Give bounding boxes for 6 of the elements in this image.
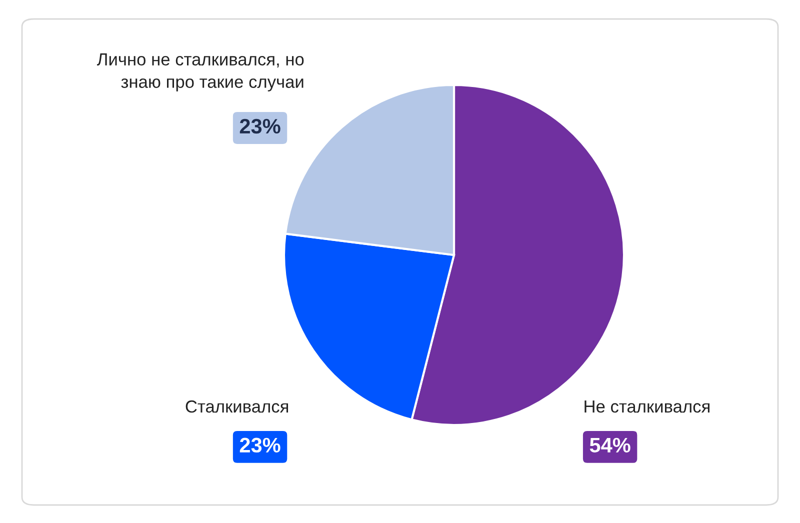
slice-label: Сталкивался (186, 400, 288, 413)
slice-label: Не сталкивался (584, 400, 710, 413)
data-label: 54% (590, 438, 630, 453)
data-label: 23% (240, 438, 280, 453)
data-label: 23% (240, 118, 280, 134)
slice-label: Лично не сталкивался, но знаю про такие случаи (96, 53, 304, 92)
